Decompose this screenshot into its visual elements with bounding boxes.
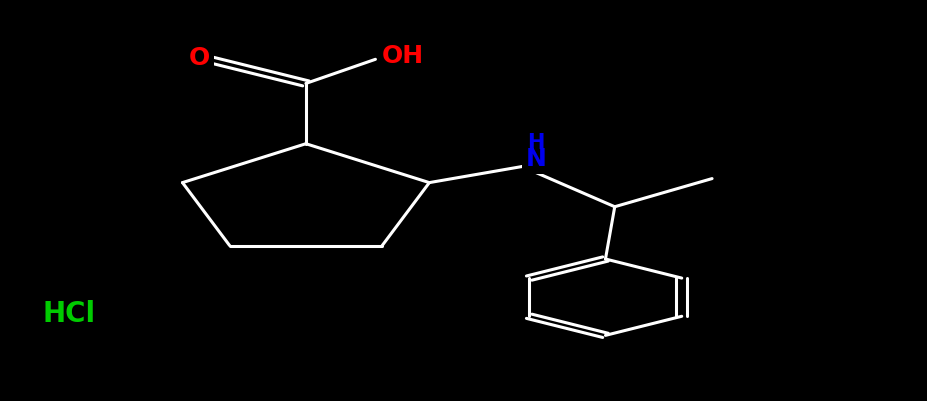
- Text: O: O: [189, 46, 210, 70]
- Text: H: H: [527, 133, 545, 153]
- Text: N: N: [526, 147, 546, 171]
- Text: OH: OH: [382, 44, 425, 68]
- Text: N: N: [526, 147, 546, 171]
- Text: HCl: HCl: [43, 299, 96, 327]
- Text: O: O: [189, 46, 210, 70]
- Text: H: H: [527, 133, 545, 153]
- Text: OH: OH: [382, 44, 425, 68]
